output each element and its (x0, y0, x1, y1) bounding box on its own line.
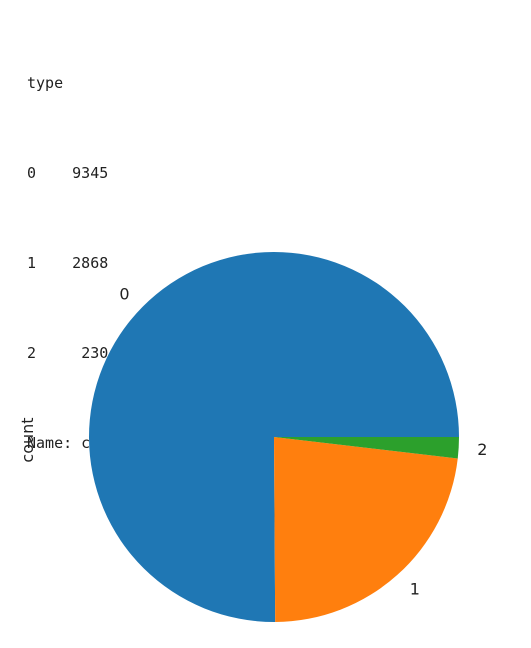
output-row-index: 2 (27, 344, 37, 362)
pie-slice-0 (89, 252, 459, 623)
y-axis-label: count (18, 417, 37, 462)
output-row-1: 1 2868 (27, 248, 253, 278)
pie-slices (89, 252, 459, 623)
output-row-2: 2 230 (27, 338, 253, 368)
output-row-value: 9345 (72, 164, 109, 182)
output-row-index: 0 (27, 164, 37, 182)
pie-label-1: 1 (410, 580, 420, 599)
pie-slice-1 (274, 437, 458, 622)
output-row-value: 230 (81, 344, 109, 362)
pie-label-0: 0 (119, 285, 129, 304)
pie-label-2: 2 (477, 440, 487, 459)
pie-labels: 0 1 2 (119, 285, 487, 599)
pie-slice-2 (274, 437, 459, 459)
output-row-index: 1 (27, 254, 37, 272)
output-header: type (27, 74, 64, 92)
output-row-0: 0 9345 (27, 158, 253, 188)
output-row-value: 2868 (72, 254, 109, 272)
